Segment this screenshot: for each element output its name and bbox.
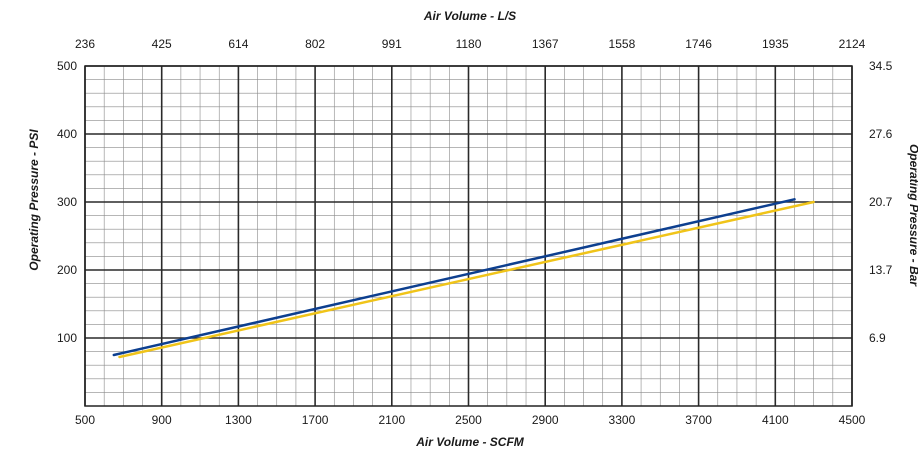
y2-tick-label: 34.5 — [869, 59, 893, 73]
x-tick-label: 2500 — [455, 413, 482, 427]
x2-tick-label: 614 — [228, 37, 248, 51]
series-line-1 — [112, 198, 796, 357]
y2-axis-title: Operating Pressure - Bar — [907, 144, 918, 287]
y2-tick-label: 13.7 — [869, 263, 893, 277]
x2-tick-label: 425 — [152, 37, 172, 51]
x2-tick-label: 1180 — [456, 37, 482, 51]
y2-tick-label: 27.6 — [869, 127, 893, 141]
x-axis-title: Air Volume - SCFM — [415, 435, 525, 449]
plot-frame — [84, 65, 853, 407]
x-tick-label: 900 — [152, 413, 172, 427]
x2-tick-label: 2124 — [839, 37, 866, 51]
major-grid — [84, 65, 853, 406]
x-tick-label: 3300 — [609, 413, 636, 427]
y-tick-label: 500 — [57, 59, 77, 73]
y2-tick-label: 6.9 — [869, 331, 886, 345]
y2-tick-label: 20.7 — [869, 195, 893, 209]
series-layer — [112, 198, 815, 359]
tick-labels: 500 900 1300 1700 2100 2500 2900 3300 3700 4100 45… — [57, 37, 893, 427]
x2-tick-label: 1367 — [532, 37, 559, 51]
x2-tick-label: 1558 — [609, 37, 636, 51]
y-tick-label: 100 — [57, 331, 77, 345]
series-line-2 — [118, 200, 815, 359]
x-tick-label: 3700 — [685, 413, 712, 427]
x-tick-label: 4500 — [839, 413, 866, 427]
x2-tick-label: 991 — [382, 37, 402, 51]
x2-tick-label: 802 — [305, 37, 325, 51]
x-tick-label: 2900 — [532, 413, 559, 427]
x2-axis-title: Air Volume - L/S — [423, 9, 516, 23]
x2-tick-label: 1935 — [762, 37, 789, 51]
y-tick-label: 300 — [57, 195, 77, 209]
y-tick-label: 200 — [57, 263, 77, 277]
x-tick-label: 500 — [75, 413, 95, 427]
x-tick-label: 2100 — [378, 413, 405, 427]
x-tick-label: 1700 — [302, 413, 329, 427]
x-tick-label: 4100 — [762, 413, 789, 427]
x-tick-label: 1300 — [225, 413, 252, 427]
y-tick-label: 400 — [57, 127, 77, 141]
y-axis-title: Operating Pressure - PSI — [27, 129, 41, 271]
x2-tick-label: 1746 — [685, 37, 712, 51]
x2-tick-label: 236 — [75, 37, 95, 51]
